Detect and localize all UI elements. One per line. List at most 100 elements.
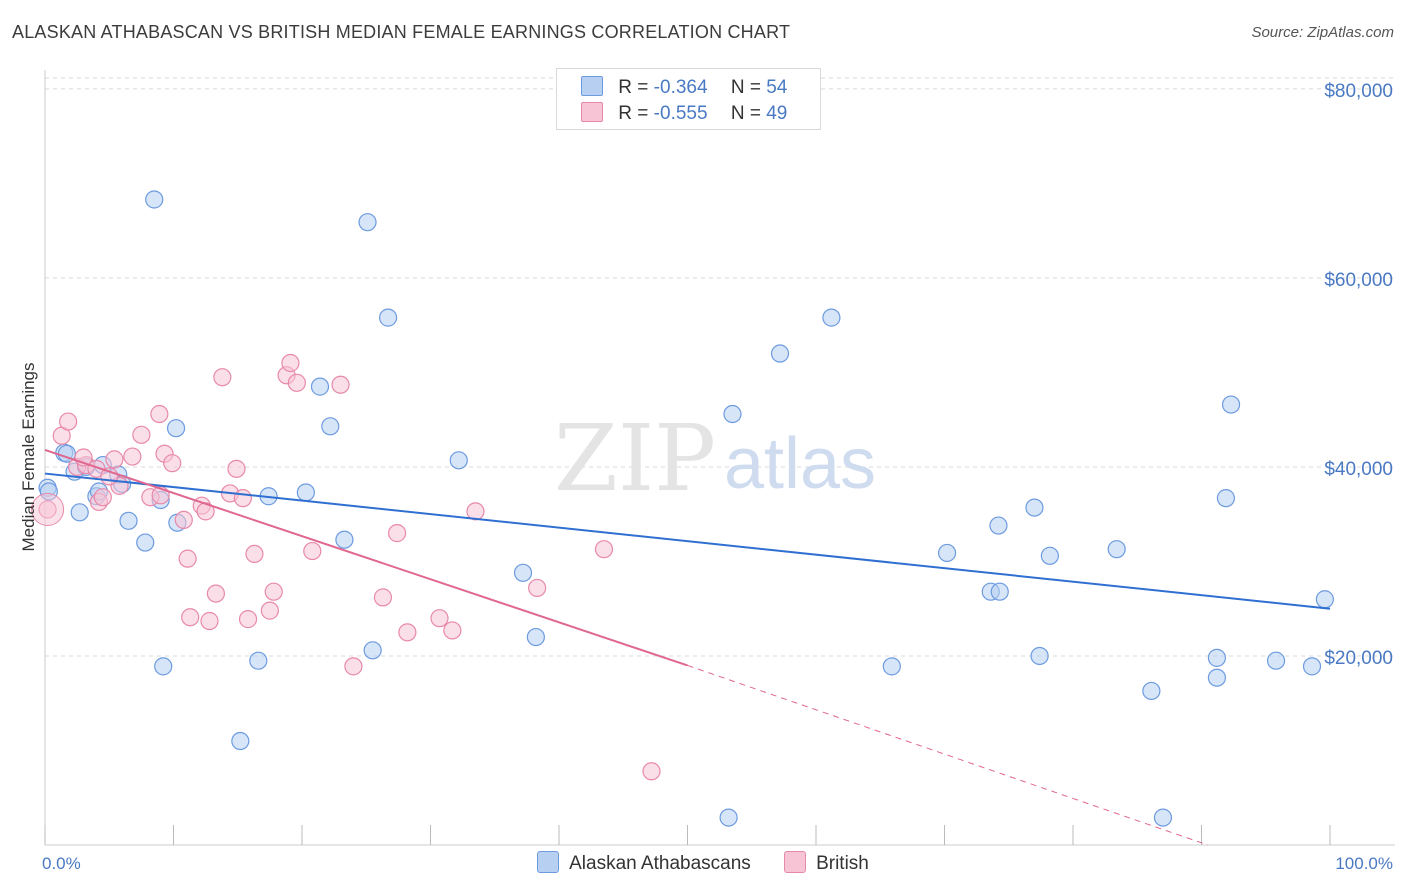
legend-r-value: -0.555 bbox=[653, 103, 708, 124]
athabascan-point bbox=[70, 503, 89, 522]
athabascan-point bbox=[937, 543, 957, 563]
series-name-athabascan: Alaskan Athabascans bbox=[569, 853, 751, 874]
british-point bbox=[287, 373, 306, 392]
british-point bbox=[398, 623, 417, 642]
british-point bbox=[174, 510, 193, 529]
athabascan-point bbox=[1221, 395, 1241, 414]
british-point bbox=[260, 601, 279, 620]
athabascan-point bbox=[526, 627, 545, 647]
athabascan-point bbox=[119, 511, 138, 530]
athabascan-point bbox=[719, 808, 738, 827]
athabascan-point bbox=[231, 731, 250, 751]
athabascan-point bbox=[723, 404, 742, 424]
british-point bbox=[331, 375, 350, 394]
y-tick-label: $40,000 bbox=[1324, 459, 1393, 480]
athabascan-point bbox=[1207, 648, 1227, 667]
watermark-zip: ZIP bbox=[554, 405, 716, 512]
british-point bbox=[59, 412, 78, 431]
legend-swatch-pink bbox=[581, 102, 603, 122]
x-tick-label-min: 0.0% bbox=[42, 854, 81, 873]
watermark: ZIP atlas bbox=[554, 405, 876, 512]
british-point bbox=[443, 621, 462, 640]
british-point bbox=[528, 578, 547, 598]
athabascan-point bbox=[1025, 498, 1044, 517]
athabascan-point bbox=[249, 651, 268, 670]
british-point bbox=[123, 447, 142, 466]
series-legend: Alaskan Athabascans British bbox=[0, 851, 1406, 875]
british-point bbox=[93, 488, 112, 507]
athabascan-point bbox=[136, 533, 155, 552]
athabascan-point bbox=[1142, 681, 1161, 701]
legend-n-value: 54 bbox=[766, 77, 788, 98]
british-point bbox=[132, 425, 151, 444]
athabascan-point bbox=[513, 563, 533, 582]
british-trend-line bbox=[44, 448, 688, 667]
british-point bbox=[238, 610, 258, 629]
british-point bbox=[387, 524, 407, 543]
legend-row-british: R = -0.555 N = 49 bbox=[581, 102, 787, 126]
athabascan-point bbox=[1266, 651, 1286, 670]
legend-row-athabascan: R = -0.364 N = 54 bbox=[581, 76, 787, 100]
athabascan-point bbox=[989, 516, 1008, 535]
athabascan-point bbox=[882, 657, 901, 676]
athabascan-point bbox=[166, 419, 186, 438]
athabascan-point bbox=[990, 582, 1009, 601]
athabascan-point bbox=[1216, 489, 1236, 508]
british-point bbox=[466, 502, 485, 521]
british-point bbox=[213, 368, 232, 387]
x-tick-label-max: 100.0% bbox=[1335, 854, 1393, 873]
athabascan-point bbox=[449, 451, 468, 470]
british-point bbox=[181, 608, 200, 627]
british-point bbox=[200, 611, 219, 631]
british-point bbox=[163, 454, 182, 473]
athabascan-point bbox=[335, 530, 354, 549]
british-point bbox=[150, 404, 169, 424]
source-credit: Source: ZipAtlas.com bbox=[1251, 24, 1394, 41]
british-point bbox=[430, 609, 449, 628]
chart-title: ALASKAN ATHABASCAN VS BRITISH MEDIAN FEM… bbox=[12, 22, 791, 42]
british-point bbox=[206, 584, 226, 603]
legend-n-value: 49 bbox=[766, 103, 788, 124]
legend-r-label: R = bbox=[618, 77, 649, 98]
british-point bbox=[245, 544, 264, 564]
british-trend-line-extension bbox=[687, 664, 1209, 846]
british-point bbox=[105, 450, 124, 469]
y-tick-label: $80,000 bbox=[1324, 81, 1393, 102]
watermark-atlas: atlas bbox=[724, 424, 876, 504]
series-legend-athabascan: Alaskan Athabascans bbox=[537, 851, 751, 875]
axes-layer: $20,000 $40,000 $60,000 $80,000 0.0% 100.0% bbox=[42, 70, 1395, 873]
y-axis-label: Median Female Earnings bbox=[19, 363, 38, 552]
athabascan-point bbox=[154, 657, 173, 676]
points-layer bbox=[31, 190, 1334, 827]
athabascan-point bbox=[145, 190, 164, 209]
trend-layer bbox=[44, 448, 1331, 846]
athabascan-point bbox=[1040, 546, 1059, 565]
series-swatch-pink bbox=[784, 851, 807, 873]
athabascan-point bbox=[1207, 668, 1227, 687]
british-point bbox=[642, 762, 661, 781]
british-point bbox=[373, 588, 393, 607]
grid-layer bbox=[45, 77, 1395, 657]
y-tick-label: $20,000 bbox=[1324, 648, 1393, 669]
y-tick-label: $60,000 bbox=[1324, 270, 1393, 291]
series-legend-british: British bbox=[784, 851, 869, 875]
british-point bbox=[594, 540, 614, 559]
athabascan-point bbox=[378, 308, 398, 327]
british-point-large bbox=[31, 492, 65, 526]
british-point bbox=[344, 657, 363, 676]
athabascan-point bbox=[1153, 808, 1173, 827]
legend-r-value: -0.364 bbox=[653, 77, 708, 98]
athabascan-point bbox=[358, 213, 377, 232]
athabascan-point bbox=[1030, 646, 1049, 666]
series-name-british: British bbox=[816, 853, 869, 874]
athabascan-point bbox=[822, 308, 841, 327]
legend-r-label: R = bbox=[618, 103, 649, 124]
athabascan-point bbox=[1302, 657, 1322, 676]
legend-n-label: N = bbox=[730, 103, 761, 124]
british-point bbox=[227, 459, 246, 478]
british-point bbox=[178, 549, 197, 568]
athabascan-point bbox=[321, 417, 340, 436]
series-swatch-blue bbox=[537, 851, 560, 873]
british-point bbox=[233, 489, 252, 508]
